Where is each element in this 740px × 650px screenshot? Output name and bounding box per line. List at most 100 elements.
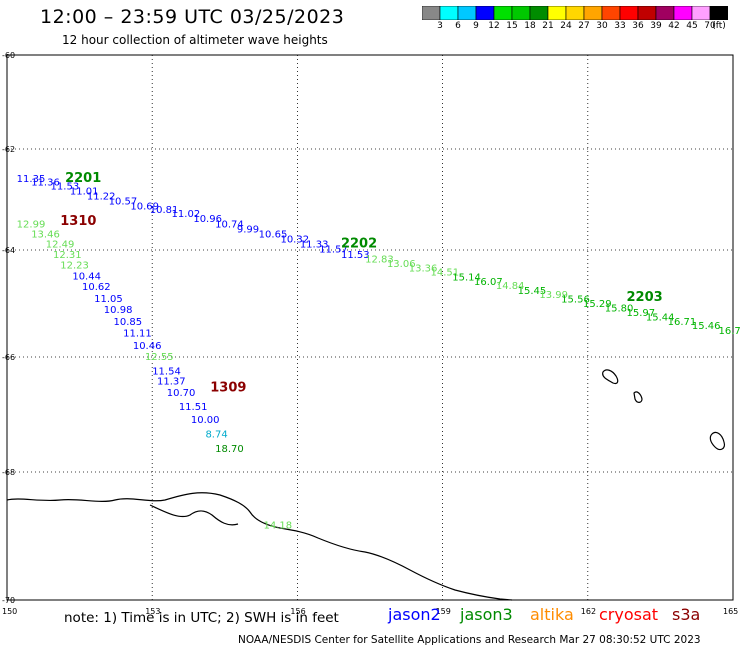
scale-label: 30 bbox=[596, 21, 608, 31]
swh-value: 9.99 bbox=[237, 224, 259, 235]
swh-value: 13.99 bbox=[539, 290, 568, 301]
x-tick-label: 159 bbox=[436, 607, 451, 616]
scale-label: 12 bbox=[488, 21, 500, 31]
y-tick-label: -64 bbox=[2, 246, 15, 255]
legend-s3a: s3a bbox=[672, 605, 701, 624]
scale-label: 42 bbox=[668, 21, 680, 31]
swh-value: 11.05 bbox=[94, 294, 123, 305]
island-1 bbox=[602, 369, 619, 385]
scale-swatch bbox=[673, 6, 693, 20]
y-tick-label: -66 bbox=[2, 353, 15, 362]
y-tick-label: -70 bbox=[2, 596, 15, 605]
swh-value: 8.74 bbox=[205, 430, 227, 441]
scale-swatch bbox=[475, 6, 495, 20]
swh-value: 11.22 bbox=[87, 192, 116, 203]
swh-value: 14.51 bbox=[431, 268, 460, 279]
island-2 bbox=[633, 391, 643, 403]
swh-value: 10.69 bbox=[130, 202, 159, 213]
swh-value: 11.51 bbox=[179, 402, 208, 413]
scale-swatch bbox=[529, 6, 549, 20]
scale-label: 24 bbox=[560, 21, 572, 31]
color-scale-labels: 3 6 9 12 15 18 21 24 27 30 33 36 39 42 45 70 (ft) bbox=[422, 21, 728, 33]
swh-value: 10.96 bbox=[193, 214, 222, 225]
x-tick-label: 150 bbox=[2, 607, 17, 616]
x-tick-label: 153 bbox=[145, 607, 160, 616]
axis-ticks: 150 153 156 159 162 165 -60 -62 -64 -66 -68 -70 bbox=[2, 51, 738, 616]
page-title: 12:00 – 23:59 UTC 03/25/2023 bbox=[40, 6, 345, 28]
legend-altika: altika bbox=[530, 605, 574, 624]
scale-label: 45 bbox=[686, 21, 698, 31]
scale-label: 70 bbox=[704, 21, 716, 31]
swh-value: 15.56 bbox=[561, 294, 590, 305]
swh-value: 11.35 bbox=[17, 174, 46, 185]
map-grid bbox=[6, 54, 734, 601]
swh-value: 11.01 bbox=[70, 186, 99, 197]
swh-value: 13.36 bbox=[409, 263, 438, 274]
swh-value: 15.44 bbox=[646, 313, 675, 324]
swh-value: 11.02 bbox=[172, 209, 201, 220]
swh-value: 12.55 bbox=[145, 352, 174, 363]
swh-value: 12.99 bbox=[17, 219, 46, 230]
swh-value: 16.71 bbox=[668, 317, 697, 328]
y-tick-label: -68 bbox=[2, 468, 15, 477]
swh-value: 15.14 bbox=[452, 272, 481, 283]
scale-swatch bbox=[547, 6, 567, 20]
swh-value: 10.65 bbox=[259, 229, 288, 240]
swh-value: 11.53 bbox=[51, 181, 80, 192]
scale-swatch bbox=[601, 6, 621, 20]
credit-line: NOAA/NESDIS Center for Satellite Applica… bbox=[238, 634, 701, 646]
page-subtitle: 12 hour collection of altimeter wave hei… bbox=[62, 33, 328, 47]
swh-value: 11.33 bbox=[300, 239, 329, 250]
swh-value: 14.84 bbox=[496, 281, 525, 292]
scale-label: 6 bbox=[455, 21, 461, 31]
swh-value: 10.62 bbox=[82, 282, 111, 293]
scale-swatch bbox=[709, 6, 728, 20]
pass-numbers: 2201 2202 2203 1310 1309 bbox=[60, 171, 662, 396]
swh-value: 15.46 bbox=[692, 321, 721, 332]
swh-value: 12.83 bbox=[365, 254, 394, 265]
swh-value: 12.31 bbox=[53, 250, 82, 261]
scale-label: 39 bbox=[650, 21, 662, 31]
scale-label: 36 bbox=[632, 21, 644, 31]
swh-value: 11.36 bbox=[31, 177, 60, 188]
swh-value: 14.18 bbox=[264, 520, 293, 531]
pass-number: 1309 bbox=[210, 381, 246, 396]
wave-height-values: 11.3511.3611.5311.0111.2210.5710.6910.81… bbox=[17, 174, 740, 531]
swh-value: 10.98 bbox=[104, 305, 133, 316]
scale-unit: (ft) bbox=[712, 21, 726, 31]
scale-label: 27 bbox=[578, 21, 590, 31]
scale-swatch bbox=[511, 6, 531, 20]
legend-cryosat: cryosat bbox=[599, 605, 659, 624]
legend-jason2: jason2 bbox=[388, 605, 441, 624]
swh-value: 10.44 bbox=[72, 271, 101, 282]
swh-value: 10.00 bbox=[191, 415, 220, 426]
scale-swatch bbox=[655, 6, 675, 20]
scale-label: 9 bbox=[473, 21, 479, 31]
swh-value: 15.29 bbox=[583, 299, 612, 310]
swh-value: 12.49 bbox=[46, 239, 75, 250]
swh-value: 12.23 bbox=[60, 261, 89, 272]
swh-value: 11.57 bbox=[319, 245, 348, 256]
island-3 bbox=[709, 431, 725, 451]
swh-value: 18.70 bbox=[215, 444, 244, 455]
color-scale bbox=[422, 6, 728, 20]
coastline-inlet bbox=[149, 504, 239, 526]
scale-swatch bbox=[493, 6, 513, 20]
pass-number: 1310 bbox=[60, 214, 96, 229]
swh-value: 10.57 bbox=[109, 197, 138, 208]
swh-value: 16.07 bbox=[474, 277, 503, 288]
swh-value: 15.80 bbox=[605, 304, 634, 315]
scale-swatch bbox=[619, 6, 639, 20]
swh-value: 11.54 bbox=[152, 366, 181, 377]
pass-number: 2203 bbox=[627, 290, 663, 305]
scale-swatch bbox=[457, 6, 477, 20]
footnote: note: 1) Time is in UTC; 2) SWH is in fe… bbox=[64, 610, 339, 626]
pass-number: 2202 bbox=[341, 236, 377, 251]
scale-label: 33 bbox=[614, 21, 626, 31]
scale-label: 18 bbox=[524, 21, 536, 31]
scale-swatch bbox=[565, 6, 585, 20]
scale-swatch bbox=[691, 6, 711, 20]
scale-swatch bbox=[439, 6, 459, 20]
swh-value: 11.37 bbox=[157, 377, 186, 388]
